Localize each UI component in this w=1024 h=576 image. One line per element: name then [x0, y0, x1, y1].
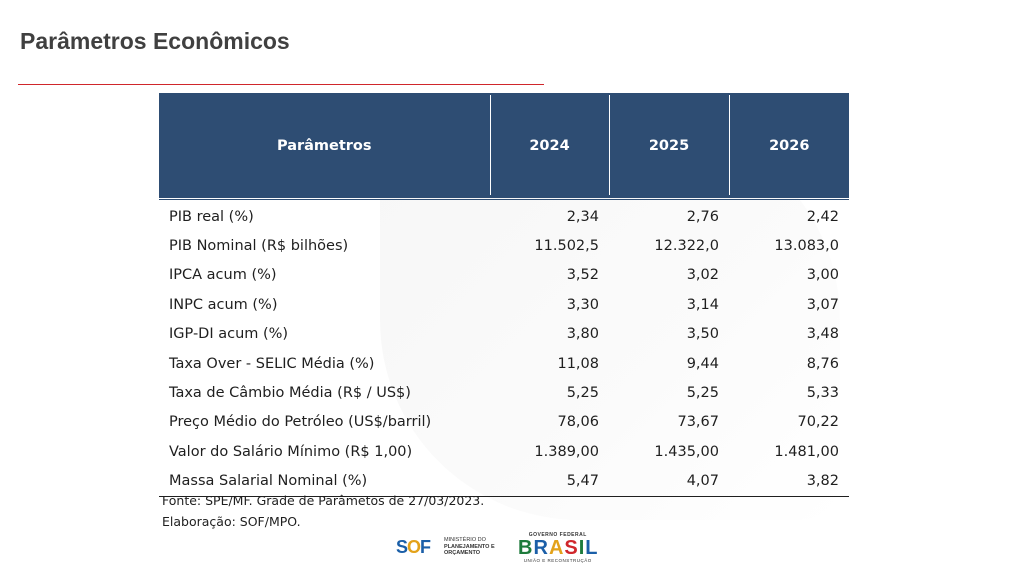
row-value: 13.083,0	[774, 238, 839, 255]
row-value: 1.435,00	[654, 443, 719, 460]
gov-top-text: GOVERNO FEDERAL	[528, 531, 587, 538]
brasil-letter: I	[578, 536, 585, 559]
header-separator	[159, 195, 849, 200]
brasil-letter: S	[564, 536, 578, 559]
row-value: 4,07	[609, 466, 729, 497]
table-row: Taxa de Câmbio Média (R$ / US$) 5,25 5,25 5…	[159, 378, 849, 407]
row-value: 3,80	[566, 326, 599, 343]
row-value: 3,00	[806, 267, 839, 284]
row-label: Taxa Over - SELIC Média (%)	[169, 355, 375, 372]
row-value: 2,76	[686, 208, 719, 225]
brasil-letter: R	[533, 536, 548, 559]
row-label: Taxa de Câmbio Média (R$ / US$)	[169, 385, 411, 402]
table-row: PIB Nominal (R$ bilhões) 11.502,5 12.322,0…	[159, 231, 849, 260]
row-label: PIB Nominal (R$ bilhões)	[169, 238, 349, 255]
row-value: 11.502,5	[534, 238, 599, 255]
elaboration-note: Elaboração: SOF/MPO.	[162, 514, 301, 529]
table-row: Taxa Over - SELIC Média (%) 11,08 9,44 8,76	[159, 349, 849, 378]
row-label: INPC acum (%)	[169, 296, 278, 313]
ministry-line-3: ORÇAMENTO	[444, 550, 480, 557]
row-value: 3,14	[686, 296, 719, 313]
source-note: Fonte: SPE/MF. Grade de Parâmetos de 27/…	[162, 493, 485, 508]
sof-logo: SOF	[396, 536, 431, 558]
row-label: Massa Salarial Nominal (%)	[159, 466, 490, 497]
table-row: IGP-DI acum (%) 3,80 3,50 3,48	[159, 320, 849, 349]
table-row: Preço Médio do Petróleo (US$/barril) 78,0…	[159, 408, 849, 437]
row-label: IGP-DI acum (%)	[169, 326, 289, 343]
title-underline	[18, 84, 544, 85]
header-2024: 2024	[489, 93, 609, 197]
sof-logo-mark: SOF	[396, 536, 431, 557]
row-value: 3,50	[686, 326, 719, 343]
row-value: 5,33	[806, 385, 839, 402]
row-value: 3,48	[806, 326, 839, 343]
ministry-line-1: MINISTÉRIO DO	[444, 537, 486, 544]
row-value: 5,47	[490, 466, 609, 497]
parameters-table: Parâmetros 2024 2025 2026 PIB real (%) 2,…	[159, 93, 849, 497]
brasil-letter: A	[548, 536, 564, 559]
brasil-letter: B	[518, 536, 533, 559]
row-value: 2,34	[566, 208, 599, 225]
page-title: Parâmetros Econômicos	[20, 28, 290, 54]
row-value: 3,30	[566, 296, 599, 313]
row-value: 3,07	[806, 296, 839, 313]
row-value: 11,08	[557, 355, 599, 372]
row-label: Preço Médio do Petróleo (US$/barril)	[169, 414, 432, 431]
footer-logos: SOF MINISTÉRIO DO PLANEJAMENTO E ORÇAMEN…	[396, 530, 598, 564]
row-label: IPCA acum (%)	[169, 267, 277, 284]
ministry-logo: MINISTÉRIO DO PLANEJAMENTO E ORÇAMENTO	[444, 537, 504, 557]
brasil-letter: L	[585, 536, 598, 559]
table-row: Valor do Salário Mínimo (R$ 1,00) 1.389,0…	[159, 437, 849, 466]
row-value: 3,02	[686, 267, 719, 284]
table-row: PIB real (%) 2,34 2,76 2,42	[159, 197, 849, 231]
header-2026: 2026	[728, 93, 849, 197]
table-row: INPC acum (%) 3,30 3,14 3,07	[159, 290, 849, 319]
row-value: 5,25	[686, 385, 719, 402]
row-label: PIB real (%)	[169, 208, 254, 225]
table-row: Massa Salarial Nominal (%) 5,47 4,07 3,82	[159, 466, 849, 497]
row-value: 1.389,00	[534, 443, 599, 460]
row-value: 5,25	[566, 385, 599, 402]
row-value: 3,82	[729, 466, 849, 497]
row-value: 8,76	[806, 355, 839, 372]
row-value: 2,42	[806, 208, 839, 225]
row-value: 73,67	[677, 414, 719, 431]
row-value: 9,44	[686, 355, 719, 372]
header-parametros: Parâmetros	[159, 93, 490, 197]
row-value: 78,06	[557, 414, 599, 431]
row-label: Valor do Salário Mínimo (R$ 1,00)	[169, 443, 413, 460]
header-2025: 2025	[608, 93, 729, 197]
ministry-line-2: PLANEJAMENTO E	[444, 543, 495, 550]
table-row: IPCA acum (%) 3,52 3,02 3,00	[159, 261, 849, 290]
table-header-row: Parâmetros 2024 2025 2026	[159, 93, 849, 197]
row-value: 3,52	[566, 267, 599, 284]
row-value: 70,22	[797, 414, 839, 431]
row-value: 1.481,00	[774, 443, 839, 460]
row-value: 12.322,0	[654, 238, 719, 255]
gov-bottom-text: UNIÃO E RECONSTRUÇÃO	[523, 557, 592, 563]
